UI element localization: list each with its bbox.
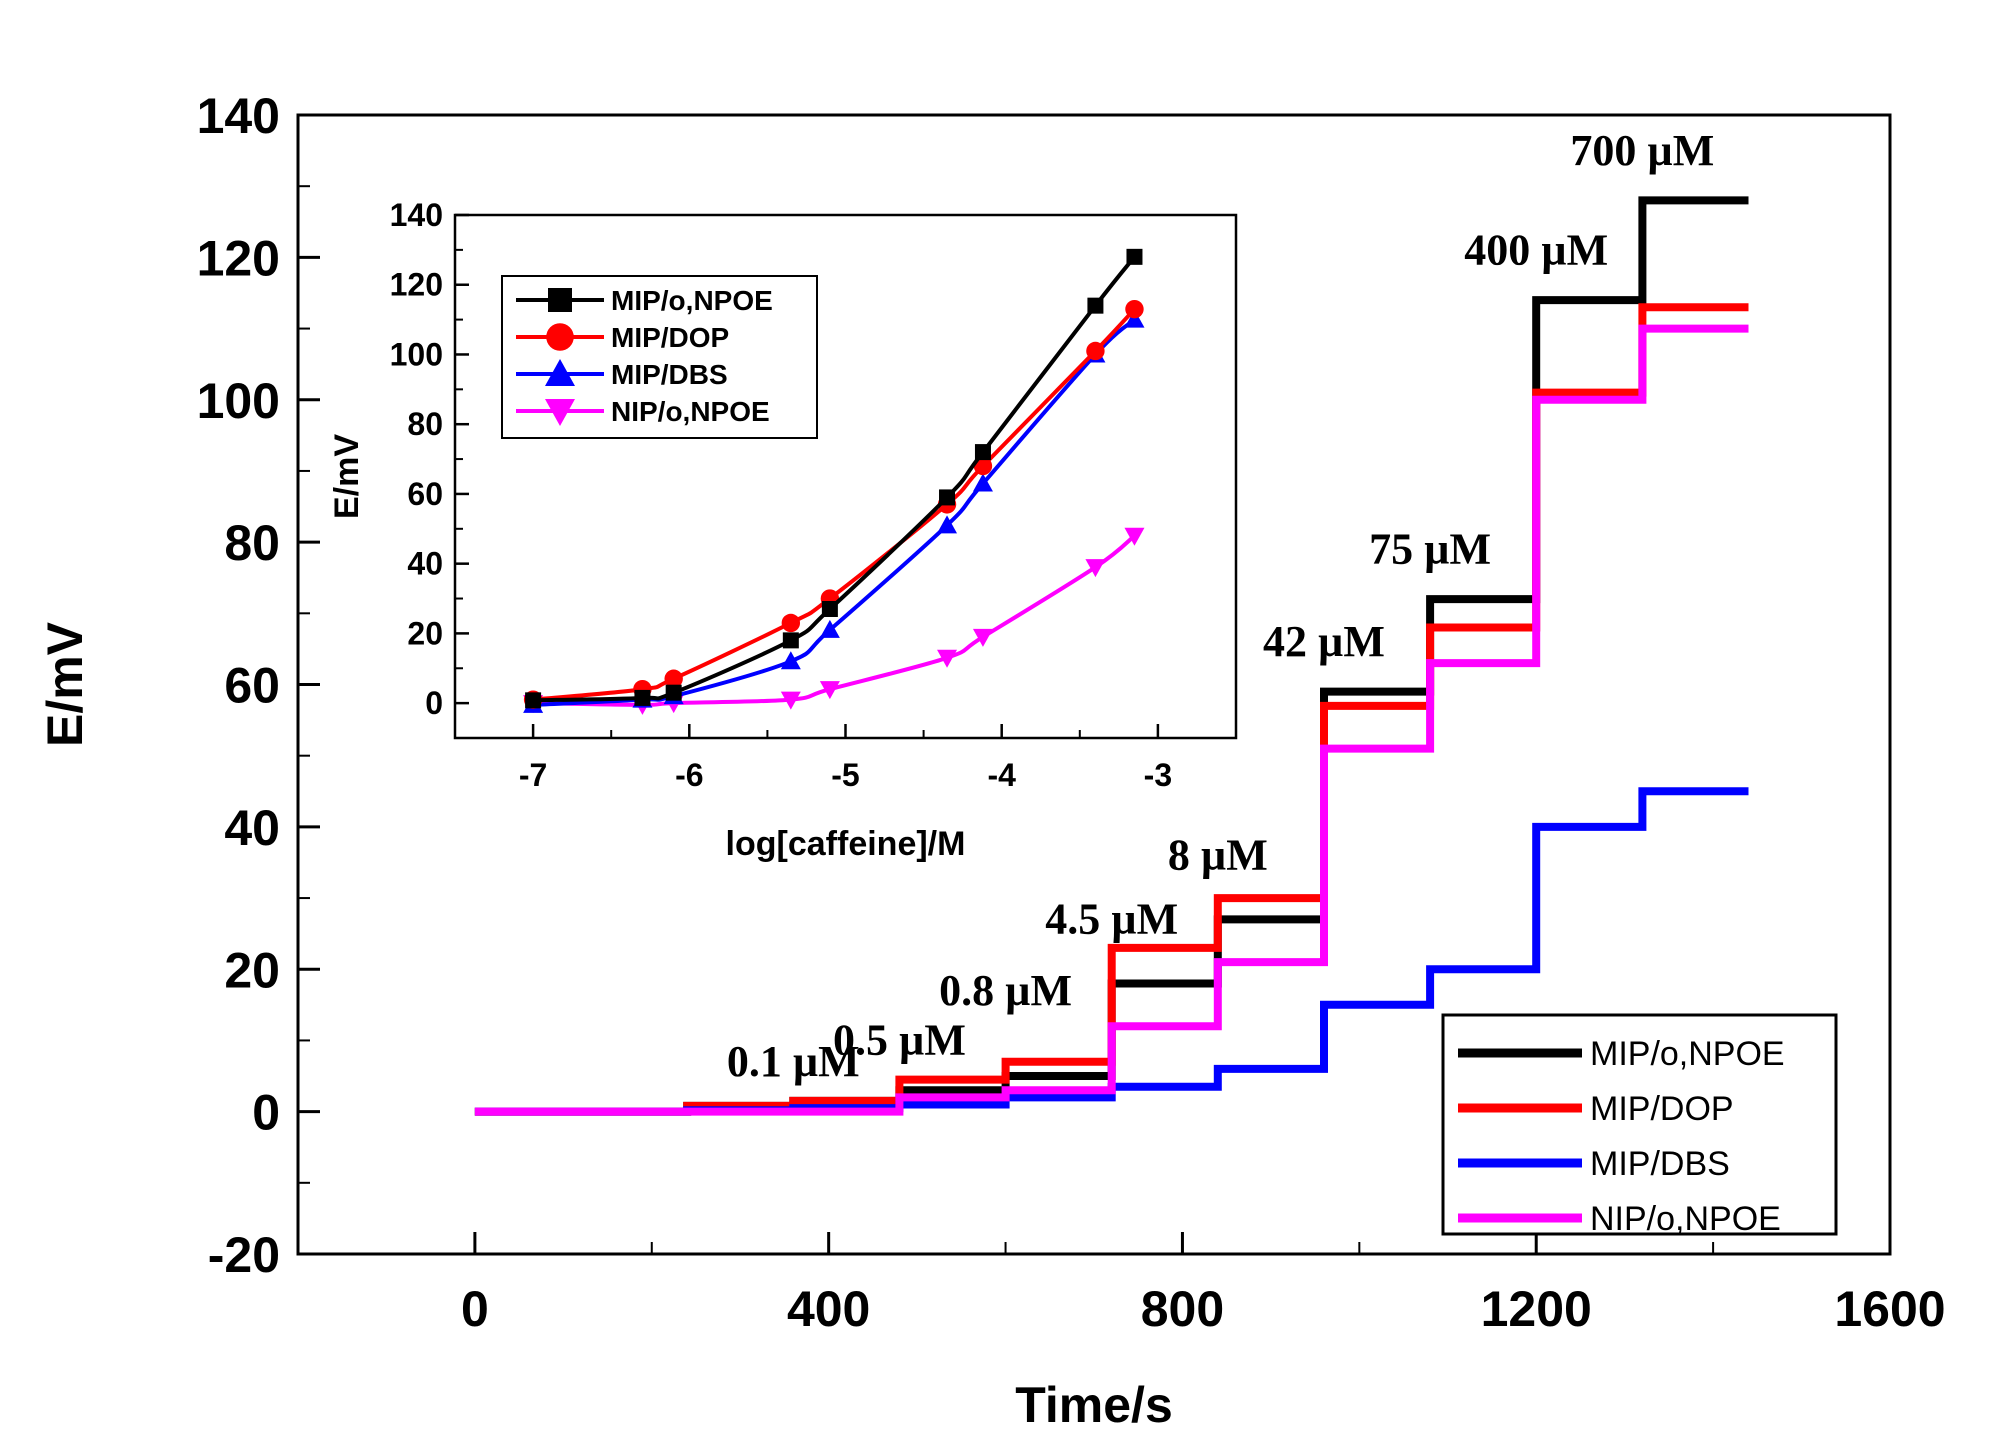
inset-y-tick-label: 100 [390, 336, 443, 372]
inset-y-tick-label: 60 [407, 476, 443, 512]
inset-marker-mip-dop [1086, 341, 1105, 361]
legend-label-mip-dbs: MIP/DBS [1590, 1145, 1730, 1183]
main-y-axis-title: E/mV [37, 621, 93, 747]
main-legend: MIP/o,NPOE MIP/DOP MIP/DBS NIP/o,NPOE [1441, 1013, 1838, 1238]
inset-x-axis-title: log[caffeine]/M [726, 825, 966, 863]
inset-legend-label-mip-dbs: MIP/DBS [611, 359, 728, 390]
main-y-tick-label: 120 [197, 230, 280, 286]
inset-y-tick-label: 120 [390, 267, 443, 303]
inset-y-tick-label: 20 [407, 615, 443, 651]
concentration-label: 4.5 µM [1045, 895, 1178, 944]
inset-marker-mip-o-npoe [974, 444, 991, 461]
concentration-label: 700 µM [1570, 126, 1714, 175]
inset-marker-mip-dop [1125, 299, 1144, 319]
main-y-tick-label: 20 [224, 942, 280, 998]
inset-marker-nip-o-npoe [937, 649, 958, 668]
main-x-tick-label: 400 [787, 1281, 870, 1337]
inset-marker-mip-dbs [1124, 309, 1145, 328]
inset-marker-mip-o-npoe [525, 692, 542, 709]
main-x-axis-title: Time/s [1015, 1377, 1173, 1433]
inset-marker-mip-o-npoe [1087, 297, 1104, 314]
inset-y-tick-label: 80 [407, 406, 443, 442]
main-annotations: 0.1 µM0.5 µM0.8 µM 4.5 µM 8 µM 42 µM 75 µM 40… [727, 126, 1714, 1086]
main-y-tick-label: 40 [224, 800, 280, 856]
inset-legend-marker-mip-o-npoe [548, 288, 572, 312]
inset-marker-mip-dbs [819, 619, 840, 638]
main-y-tick-label: 80 [224, 515, 280, 571]
inset-x-tick-label: -5 [831, 757, 859, 793]
inset-marker-mip-dop [781, 613, 801, 633]
concentration-label: 0.5 µM [833, 1016, 966, 1065]
inset-plot: 0 20 40 60 80 100 120 140 -7 -6 -5 -4 -3 log[caffeine… [328, 197, 1238, 863]
inset-marker-mip-dop [664, 669, 683, 688]
inset-marker-mip-o-npoe [634, 689, 651, 706]
inset-y-tick-label: 0 [425, 685, 443, 721]
inset-legend-marker-mip-dop [546, 323, 574, 351]
inset-marker-mip-o-npoe [821, 600, 838, 617]
inset-legend-marker-mip-dbs [545, 359, 575, 386]
concentration-label: 42 µM [1263, 617, 1385, 666]
inset-marker-mip-dbs [937, 515, 958, 534]
inset-marker-mip-dbs [780, 651, 801, 670]
concentration-label: 0.8 µM [939, 966, 1072, 1015]
inset-marker-mip-o-npoe [782, 632, 799, 649]
inset-marker-mip-o-npoe [1126, 248, 1143, 265]
concentration-label: 0.1 µM [727, 1037, 860, 1086]
inset-legend-label-nip-o-npoe: NIP/o,NPOE [611, 396, 770, 427]
main-x-tick-label: 1600 [1834, 1281, 1945, 1337]
main-y-tick-label: 100 [197, 373, 280, 429]
main-y-tick-label: 0 [252, 1085, 280, 1141]
inset-marker-nip-o-npoe [1124, 527, 1145, 546]
main-y-tick-label: 140 [197, 88, 280, 144]
inset-y-tick-label: 40 [407, 546, 443, 582]
inset-marker-mip-dbs [972, 473, 993, 492]
concentration-label: 400 µM [1464, 225, 1608, 274]
inset-x-tick-label: -7 [519, 757, 547, 793]
inset-legend-label-mip-dop: MIP/DOP [611, 322, 729, 353]
series-line-nip-o-npoe [474, 324, 1749, 1116]
inset-x-tick-label: -3 [1144, 757, 1172, 793]
legend-label-nip-o-npoe: NIP/o,NPOE [1590, 1200, 1781, 1238]
main-y-tick-label: 60 [224, 658, 280, 714]
inset-y-tick-label: 140 [390, 197, 443, 233]
main-y-tick-label: -20 [208, 1227, 280, 1283]
inset-legend-label-mip-o-npoe: MIP/o,NPOE [611, 285, 773, 316]
inset-x-tick-label: -6 [675, 757, 703, 793]
main-x-tick-label: 800 [1141, 1281, 1224, 1337]
main-x-tick-label: 0 [461, 1281, 489, 1337]
legend-label-mip-dop: MIP/DOP [1590, 1090, 1734, 1128]
inset-marker-mip-o-npoe [665, 684, 682, 701]
concentration-label: 8 µM [1168, 831, 1268, 880]
inset-marker-nip-o-npoe [1085, 559, 1106, 578]
inset-legend-marker-nip-o-npoe [545, 399, 575, 426]
main-x-tick-label: 1200 [1481, 1281, 1592, 1337]
inset-marker-nip-o-npoe [972, 628, 993, 647]
inset-marker-nip-o-npoe [819, 681, 840, 700]
inset-x-tick-label: -4 [987, 757, 1016, 793]
inset-y-axis-title: E/mV [328, 434, 366, 519]
inset-marker-nip-o-npoe [780, 691, 801, 710]
legend-label-mip-o-npoe: MIP/o,NPOE [1590, 1035, 1785, 1073]
concentration-label: 75 µM [1369, 524, 1491, 573]
inset-marker-mip-o-npoe [939, 489, 956, 506]
